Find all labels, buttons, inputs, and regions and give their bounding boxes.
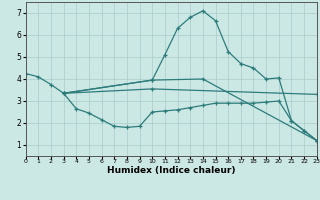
X-axis label: Humidex (Indice chaleur): Humidex (Indice chaleur) xyxy=(107,166,236,175)
